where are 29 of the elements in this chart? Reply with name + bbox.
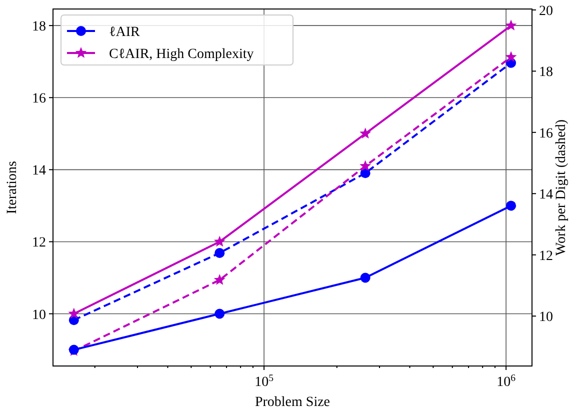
point: [68, 308, 80, 319]
point: [360, 128, 372, 138]
point: [360, 160, 372, 171]
legend-label: CℓAIR, High Complexity: [109, 47, 254, 62]
y2-tick-label: 12: [539, 248, 553, 264]
y2-tick-label: 10: [539, 310, 553, 326]
y2-tick-label: 18: [539, 65, 553, 80]
point: [505, 20, 517, 30]
y2-tick-label: 14: [539, 188, 553, 203]
y2-axis-title: Work per Digit (dashed): [554, 119, 569, 256]
point: [360, 272, 370, 283]
y-tick-label: 12: [32, 236, 46, 251]
x-tick-label: 10$^{6}$: [496, 372, 516, 390]
y-tick-label: 18: [32, 20, 46, 35]
y-tick-label: 14: [32, 164, 46, 179]
legend-label: ℓAIR: [109, 25, 140, 40]
y-tick-label: 10: [32, 308, 46, 323]
x-tick-label: 10$^{5}$: [254, 372, 274, 390]
y2-tick-label: 16: [539, 126, 553, 142]
point: [214, 274, 226, 285]
y-axis-title: Iterations: [5, 161, 20, 214]
point: [214, 308, 225, 319]
point: [214, 248, 225, 258]
y2-tick-label: 20: [539, 4, 553, 19]
point: [506, 200, 516, 211]
x-axis-title: Problem Size: [254, 395, 330, 410]
y-tick-label: 16: [32, 92, 46, 107]
point: [505, 51, 517, 62]
point: [214, 236, 226, 247]
